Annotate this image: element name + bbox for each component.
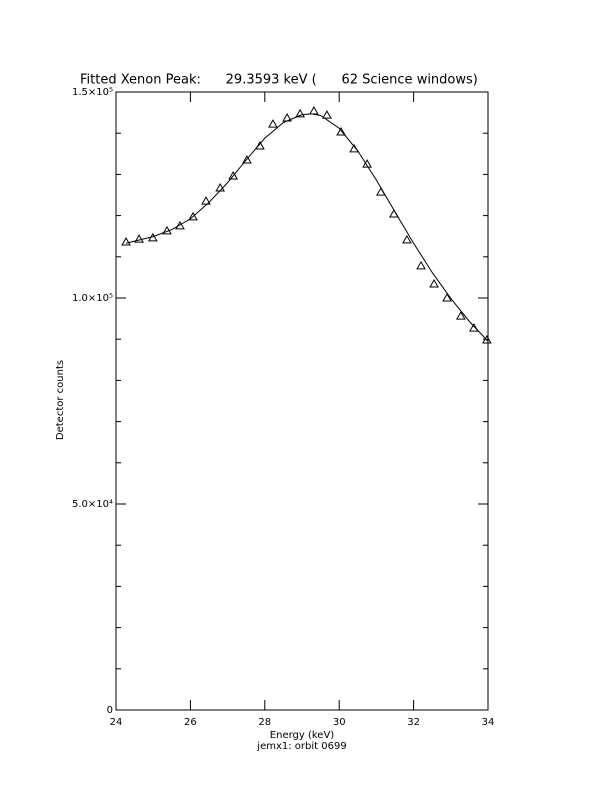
data-point xyxy=(134,234,144,243)
data-point xyxy=(255,140,265,150)
data-point xyxy=(469,323,479,332)
data-point xyxy=(228,171,239,180)
data-point xyxy=(362,159,372,168)
plot-frame xyxy=(115,91,489,711)
y-tick-label: 1.5×10⁵ xyxy=(72,87,113,98)
data-point xyxy=(121,236,131,246)
data-point xyxy=(175,220,185,230)
data-point xyxy=(416,260,426,270)
data-point xyxy=(201,196,211,205)
x-tick-label: 28 xyxy=(258,717,271,728)
y-tick-label: 1.0×10⁵ xyxy=(72,293,113,304)
data-point xyxy=(389,208,399,218)
data-point xyxy=(295,108,306,118)
x-tick-label: 24 xyxy=(110,717,123,728)
x-tick-label: 26 xyxy=(184,717,197,728)
y-tick-label: 5.0×10⁴ xyxy=(72,499,113,510)
data-point xyxy=(336,126,346,136)
chart-title: Fitted Xenon Peak: 29.3593 keV ( 62 Scie… xyxy=(80,73,478,88)
x-tick-label: 34 xyxy=(482,717,495,728)
data-point xyxy=(242,154,252,164)
data-point xyxy=(268,119,278,128)
x-tick-label: 30 xyxy=(333,717,346,728)
data-point xyxy=(482,335,492,344)
data-point xyxy=(429,278,439,288)
data-point xyxy=(442,292,452,302)
y-tick-label: 0 xyxy=(107,705,113,716)
x-tick-label: 32 xyxy=(407,717,420,728)
data-point xyxy=(188,211,198,221)
data-point xyxy=(402,234,412,244)
fit-line xyxy=(125,113,489,342)
data-point xyxy=(322,110,332,119)
data-point xyxy=(455,311,466,320)
x-axis-label: Energy (keV) xyxy=(270,730,335,741)
y-axis-label: Detector counts xyxy=(55,360,66,440)
data-point xyxy=(309,105,319,115)
subtitle: jemx1: orbit 0699 xyxy=(256,741,346,752)
